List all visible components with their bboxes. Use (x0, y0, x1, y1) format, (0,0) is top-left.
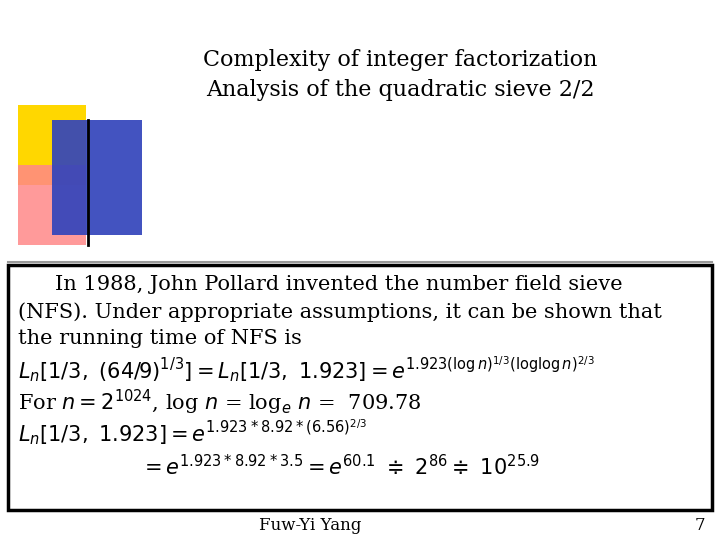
Text: $L_n[1/3,\ (64/9)^{1/3}] = L_n[1/3,\ 1.923] = e^{1.923(\log n)^{1/3}(\log\!\log : $L_n[1/3,\ (64/9)^{1/3}] = L_n[1/3,\ 1.9… (18, 355, 595, 385)
Text: For $n = 2^{1024}$, log $n$ = log$_e$ $n$ =  709.78: For $n = 2^{1024}$, log $n$ = log$_e$ $n… (18, 387, 422, 416)
Bar (52, 120, 142, 235)
Text: In 1988, John Pollard invented the number field sieve: In 1988, John Pollard invented the numbe… (55, 275, 623, 294)
Text: $L_n[1/3,\ 1.923] = e^{1.923*8.92*(6.56)^{2/3}}$: $L_n[1/3,\ 1.923] = e^{1.923*8.92*(6.56)… (18, 418, 367, 448)
Text: Complexity of integer factorization: Complexity of integer factorization (203, 49, 597, 71)
Text: Fuw-Yi Yang: Fuw-Yi Yang (258, 517, 361, 535)
Bar (18, 105, 86, 185)
Text: (NFS). Under appropriate assumptions, it can be shown that: (NFS). Under appropriate assumptions, it… (18, 302, 662, 322)
Text: the running time of NFS is: the running time of NFS is (18, 329, 302, 348)
Text: Analysis of the quadratic sieve 2/2: Analysis of the quadratic sieve 2/2 (206, 79, 594, 101)
Text: 7: 7 (695, 517, 706, 535)
Bar (18, 165, 86, 245)
Text: $= e^{1.923*8.92*3.5} = e^{60.1}\ \doteqdot\ 2^{86} \doteqdot\ 10^{25.9}$: $= e^{1.923*8.92*3.5} = e^{60.1}\ \doteq… (140, 454, 540, 480)
FancyBboxPatch shape (8, 265, 712, 510)
